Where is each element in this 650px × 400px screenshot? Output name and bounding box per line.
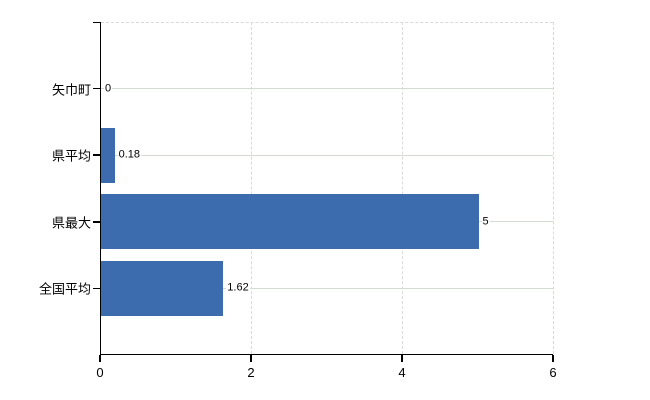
vertical-gridline: [251, 22, 252, 354]
value-label: 0.18: [117, 148, 141, 162]
plot-area: 0 0.18 5 1.62: [100, 22, 554, 355]
x-axis-tick: [552, 355, 554, 362]
category-gridline: [101, 88, 553, 90]
x-axis-tick: [250, 355, 252, 362]
x-tick-label: 2: [247, 365, 255, 380]
value-label: 5: [481, 215, 490, 229]
category-gridline: [101, 154, 553, 156]
category-label: 全国平均: [38, 281, 91, 297]
value-label: 0: [104, 82, 113, 96]
y-axis-top-tick: [93, 21, 100, 23]
category-label: 県最大: [51, 215, 91, 231]
y-axis-tick: [93, 87, 100, 90]
category-label: 矢巾町: [51, 82, 91, 98]
y-axis-tick: [93, 154, 100, 156]
plot-top-gridline: [101, 22, 553, 23]
value-label: 1.62: [226, 281, 250, 295]
bar: [101, 194, 479, 250]
x-tick-label: 0: [96, 365, 104, 380]
x-axis-tick: [99, 355, 101, 362]
category-gridline: [101, 287, 553, 289]
vertical-gridline: [402, 22, 403, 354]
x-tick-label: 6: [549, 365, 557, 380]
x-tick-label: 4: [398, 365, 406, 380]
category-label: 県平均: [51, 148, 91, 164]
y-axis-tick: [93, 221, 100, 223]
x-axis-tick: [401, 355, 403, 362]
bar: [101, 127, 115, 183]
y-axis-tick: [93, 287, 100, 290]
vertical-gridline: [553, 22, 554, 354]
bar: [101, 260, 224, 316]
